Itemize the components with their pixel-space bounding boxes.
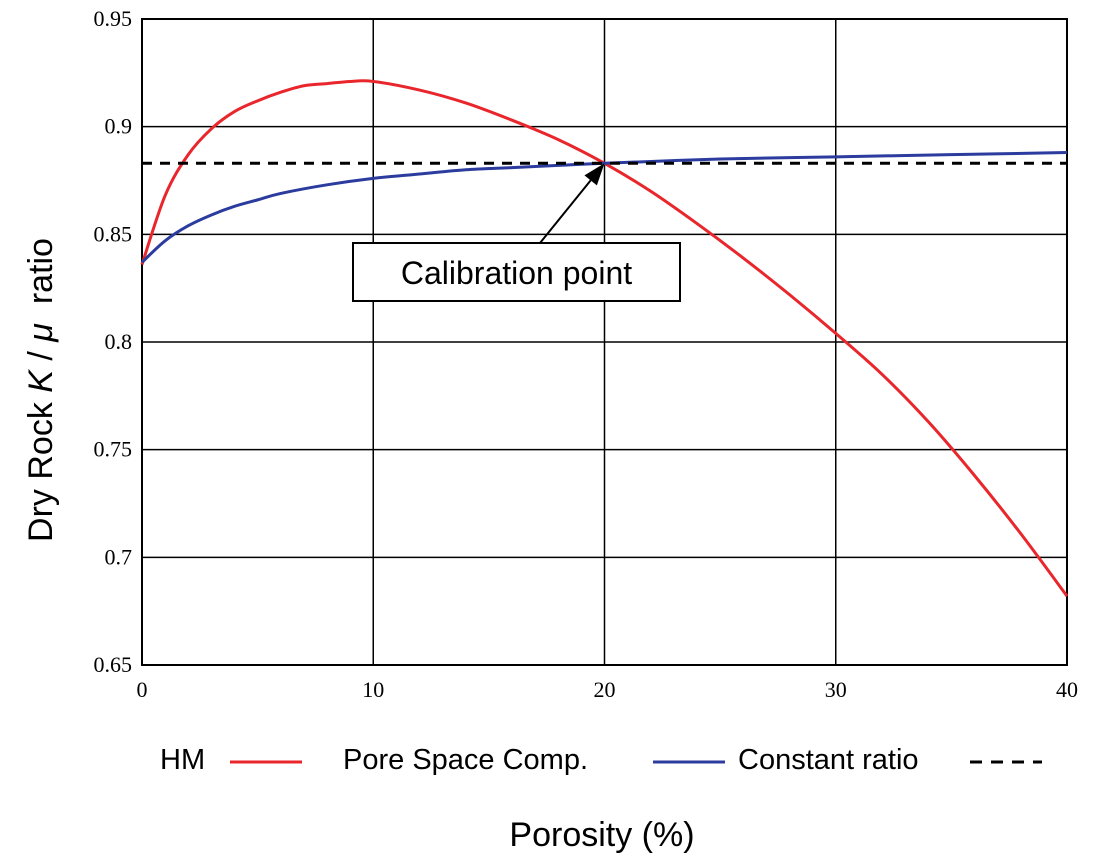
y-tick-label: 0.65 [94,652,133,677]
y-tick-label: 0.8 [105,329,133,354]
legend-label-pore-space: Pore Space Comp. [343,744,588,776]
x-axis-title: Porosity (%) [509,816,694,854]
calibration-label: Calibration point [401,255,632,291]
calibration-annotation: Calibration point [352,163,681,302]
legend-label-hm: HM [160,744,205,776]
tick-labels: 0 10 20 30 40 0.65 0.7 0.75 0.8 0.85 0.9 0.95 [94,6,1079,702]
series-line-pore-space [140,151,1068,264]
series-layer [140,79,1069,597]
y-axis-title-prefix: Dry Rock [22,393,60,542]
plot-frame [141,18,1068,666]
y-axis-title-mu: μ [22,323,60,343]
x-tick-label: 10 [362,677,384,702]
y-axis-title-k: K [22,369,60,393]
x-tick-label: 20 [594,677,616,702]
y-axis-title-separator: / [22,342,60,370]
y-tick-label: 0.85 [94,221,133,246]
calibration-arrow [539,179,592,244]
legend-label-constant-ratio: Constant ratio [738,744,919,776]
series-line-hm [140,79,1069,597]
y-tick-label: 0.9 [105,114,133,139]
legend: HM Pore Space Comp. Constant ratio [160,744,1042,776]
grid [141,18,1068,666]
y-tick-label: 0.75 [94,437,133,462]
calibration-label-box [352,242,681,302]
x-tick-label: 30 [825,677,847,702]
calibration-arrow-head [584,163,605,186]
y-tick-label: 0.7 [105,544,133,569]
y-tick-label: 0.95 [94,6,133,31]
y-axis-title: Dry Rock K / μ ratio [22,238,60,542]
x-tick-label: 0 [137,677,148,702]
y-axis-title-suffix: ratio [22,238,60,323]
x-tick-label: 40 [1056,677,1078,702]
